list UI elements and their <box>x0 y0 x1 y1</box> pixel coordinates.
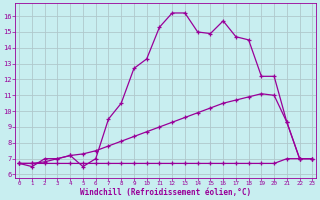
X-axis label: Windchill (Refroidissement éolien,°C): Windchill (Refroidissement éolien,°C) <box>80 188 252 197</box>
